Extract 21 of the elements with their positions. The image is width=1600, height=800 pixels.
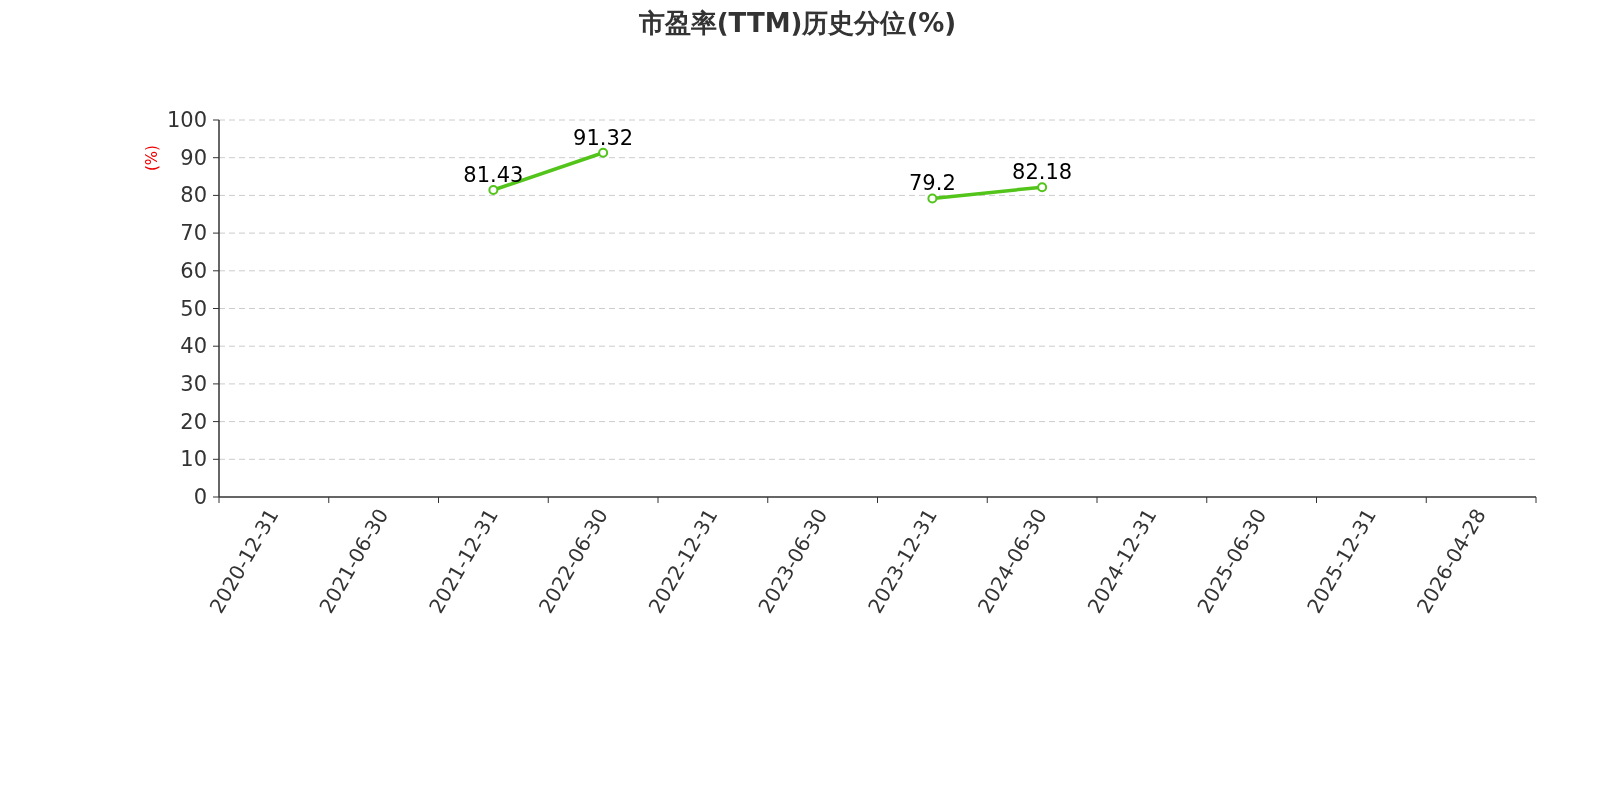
point bbox=[1037, 182, 1048, 193]
point bbox=[927, 193, 938, 204]
y-tick-label: 30 bbox=[180, 371, 207, 396]
y-tick-label: 60 bbox=[180, 258, 207, 283]
point bbox=[488, 185, 499, 196]
y-tick-label: 40 bbox=[180, 334, 207, 359]
y-tick-label: 0 bbox=[193, 485, 207, 509]
y-tick-label: 100 bbox=[166, 108, 207, 132]
data-label: 79.2 bbox=[908, 171, 956, 196]
y-tick-label: 90 bbox=[180, 145, 207, 170]
data-label: 91.32 bbox=[573, 125, 634, 150]
y-tick-label: 70 bbox=[180, 221, 207, 246]
y-tick-label: 80 bbox=[180, 183, 207, 208]
data-label: 81.43 bbox=[463, 163, 524, 188]
data-label: 82.18 bbox=[1012, 160, 1073, 185]
y-axis-title: (%) bbox=[143, 145, 161, 171]
y-tick-label: 10 bbox=[180, 447, 207, 472]
chart-title: 市盈率(TTM)历史分位(%) bbox=[637, 8, 957, 38]
point bbox=[598, 147, 609, 158]
y-tick-label: 50 bbox=[180, 296, 207, 321]
y-tick-label: 20 bbox=[180, 409, 207, 434]
